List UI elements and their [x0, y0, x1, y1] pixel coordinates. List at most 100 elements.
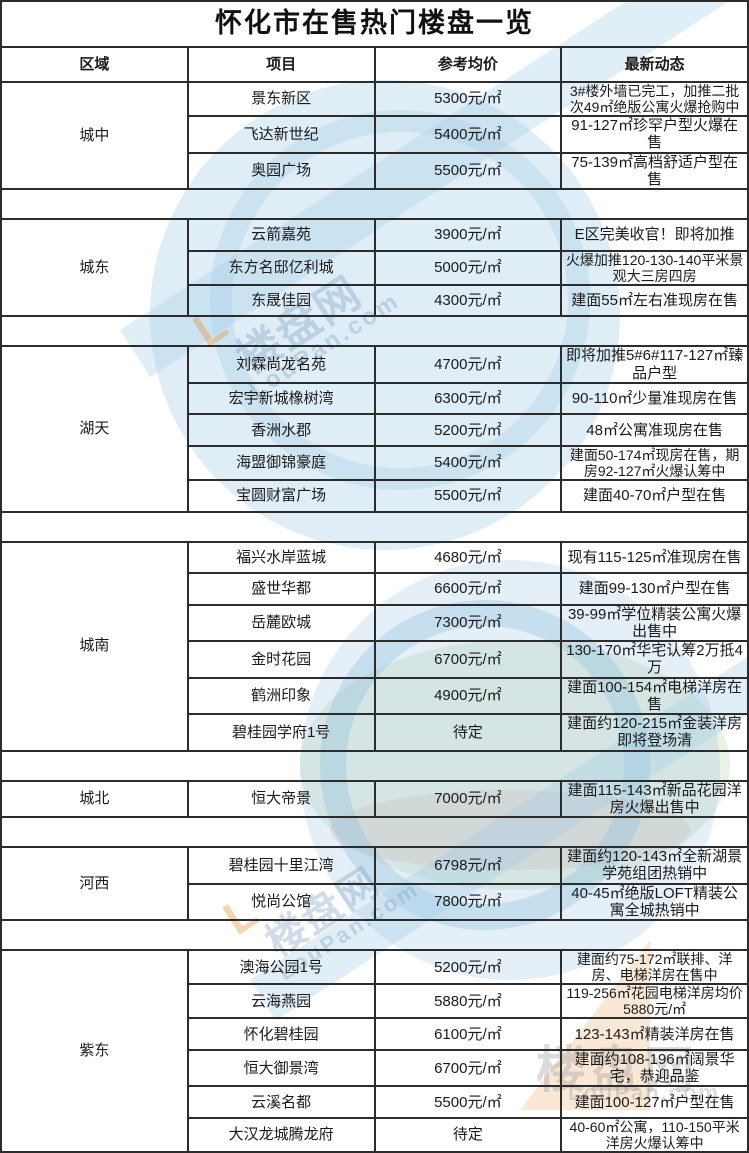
- project-name-cell[interactable]: 金时花园: [186, 640, 376, 679]
- latest-news-cell: 建面约120-143㎡全新湖景学苑组团热销中: [560, 846, 749, 885]
- latest-news-cell: 75-139㎡高档舒适户型在售: [560, 151, 749, 191]
- project-name-cell[interactable]: 宝圆财富广场: [186, 479, 376, 513]
- latest-news-cell: 建面40-70㎡户型在售: [560, 479, 749, 513]
- price-cell: 6700元/㎡: [373, 1048, 563, 1088]
- region-cell: 城东: [0, 218, 189, 318]
- price-cell: 5400元/㎡: [373, 444, 563, 482]
- price-cell: 6300元/㎡: [373, 381, 563, 416]
- latest-news-cell: 即将加推5#6#117-127㎡臻品户型: [560, 345, 749, 384]
- table-row: 奥园广场 5500元/㎡ 75-139㎡高档舒适户型在售: [1, 151, 749, 191]
- table-row: 湖天 刘霖尚龙名苑 4700元/㎡ 即将加推5#6#117-127㎡臻品户型: [0, 345, 749, 513]
- latest-news-cell: 建面50-174㎡现房在售，期房92-127㎡火爆认筹中: [560, 444, 749, 482]
- table-row: 鹤洲印象 4900元/㎡ 建面100-154㎡电梯洋房在售: [1, 676, 749, 716]
- latest-news-cell: 建面115-143㎡新品花园洋房火爆出售中: [560, 779, 749, 819]
- column-header-price: 参考均价: [373, 46, 563, 83]
- project-name-cell[interactable]: 恒大御景湾: [186, 1048, 376, 1088]
- latest-news-cell: 90-110㎡少量准现房在售: [560, 381, 749, 416]
- group-separator-band: [0, 315, 749, 348]
- group-separator-cell: [0, 510, 749, 543]
- latest-news-cell: 火爆加推120-130-140平米景观大三房四房: [560, 249, 749, 286]
- project-name-cell[interactable]: 碧桂园学府1号: [186, 713, 376, 752]
- project-name-cell[interactable]: 碧桂园十里江湾: [186, 846, 376, 885]
- price-cell: 7000元/㎡: [373, 779, 563, 819]
- group-separator-band: [0, 816, 749, 849]
- page-title-cell: 怀化市在售热门楼盘一览: [0, 0, 749, 48]
- project-name-cell[interactable]: 悦尚公馆: [186, 882, 376, 922]
- region-cell: 城南: [0, 540, 189, 752]
- project-name-cell[interactable]: 福兴水岸蓝城: [186, 540, 376, 575]
- project-name-cell[interactable]: 东方名邸亿利城: [186, 249, 376, 286]
- price-cell: 5300元/㎡: [373, 80, 563, 118]
- group-separator-band: [0, 188, 749, 221]
- project-name-cell[interactable]: 刘霖尚龙名苑: [186, 345, 376, 384]
- project-name-cell[interactable]: 海盟御锦豪庭: [186, 444, 376, 482]
- table-row: 海盟御锦豪庭 5400元/㎡ 建面50-174㎡现房在售，期房92-127㎡火爆认筹…: [1, 444, 749, 482]
- price-cell: 4700元/㎡: [373, 345, 563, 384]
- project-name-cell[interactable]: 怀化碧桂园: [186, 1017, 376, 1051]
- table-row: 紫东 澳海公园1号 5200元/㎡ 建面约75-172㎡联排、洋房、电梯洋房在售中: [0, 949, 749, 1153]
- project-name-cell[interactable]: 云溪名都: [186, 1085, 376, 1119]
- table-row: 宝圆财富广场 5500元/㎡ 建面40-70㎡户型在售: [1, 479, 749, 513]
- price-cell: 5500元/㎡: [373, 151, 563, 191]
- column-header-news: 最新动态: [560, 46, 749, 83]
- project-name-cell[interactable]: 鹤洲印象: [186, 676, 376, 716]
- latest-news-cell: 48㎡公寓准现房在售: [560, 413, 749, 447]
- project-name-cell[interactable]: 澳海公园1号: [186, 949, 376, 986]
- latest-news-cell: 3#楼外墙已完工，加推二批次49㎡绝版公寓火爆抢购中: [560, 80, 749, 118]
- table-row: 河西 碧桂园十里江湾 6798元/㎡ 建面约120-143㎡全新湖景学苑组团热销中: [0, 846, 749, 922]
- region-cell: 河西: [0, 846, 189, 922]
- price-cell: 4900元/㎡: [373, 676, 563, 716]
- latest-news-cell: 91-127㎡珍罕户型火爆在售: [560, 115, 749, 154]
- region-cell: 城北: [0, 779, 189, 819]
- title-row: 怀化市在售热门楼盘一览: [0, 0, 749, 48]
- group-separator-cell: [0, 919, 749, 952]
- group-separator-cell: [0, 749, 749, 782]
- project-name-cell[interactable]: 奥园广场: [186, 151, 376, 191]
- table-row: 恒大御景湾 6700元/㎡ 建面约108-196㎡阔景华宅，恭迎品鉴: [1, 1048, 749, 1088]
- price-cell: 6798元/㎡: [373, 846, 563, 885]
- table-row: 碧桂园学府1号 待定 建面约120-215㎡金装洋房即将登场清: [1, 713, 749, 752]
- latest-news-cell: 建面100-154㎡电梯洋房在售: [560, 676, 749, 716]
- project-name-cell[interactable]: 大汉龙城腾龙府: [186, 1116, 376, 1153]
- project-name-cell[interactable]: 香洲水郡: [186, 413, 376, 447]
- project-name-cell[interactable]: 恒大帝景: [186, 779, 376, 819]
- project-name-cell[interactable]: 飞达新世纪: [186, 115, 376, 154]
- group-separator-band: [0, 919, 749, 952]
- latest-news-cell: 130-170㎡华宅认筹2万抵4万: [560, 640, 749, 679]
- price-cell: 5400元/㎡: [373, 115, 563, 154]
- table-row: 飞达新世纪 5400元/㎡ 91-127㎡珍罕户型火爆在售: [1, 115, 749, 154]
- price-cell: 5880元/㎡: [373, 983, 563, 1020]
- latest-news-cell: 建面100-127㎡户型在售: [560, 1085, 749, 1119]
- column-header-project: 项目: [186, 46, 376, 83]
- table-row: 城北 恒大帝景 7000元/㎡ 建面115-143㎡新品花园洋房火爆出售中: [0, 779, 749, 819]
- project-name-cell[interactable]: 云海燕园: [186, 983, 376, 1020]
- table-row: 东晟佳园 4300元/㎡ 建面55㎡左右准现房在售: [1, 283, 749, 318]
- price-cell: 5500元/㎡: [373, 479, 563, 513]
- price-cell: 待定: [373, 713, 563, 752]
- project-name-cell[interactable]: 东晟佳园: [186, 283, 376, 318]
- project-name-cell[interactable]: 云箭嘉苑: [186, 218, 376, 252]
- price-cell: 6600元/㎡: [373, 572, 563, 606]
- table-row: 岳麓欧城 7300元/㎡ 39-99㎡学位精装公寓火爆出售中: [1, 603, 749, 643]
- table-row: 盛世华都 6600元/㎡ 建面99-130㎡户型在售: [1, 572, 749, 606]
- price-cell: 7800元/㎡: [373, 882, 563, 922]
- table-row: 东方名邸亿利城 5000元/㎡ 火爆加推120-130-140平米景观大三房四房: [1, 249, 749, 286]
- price-cell: 5500元/㎡: [373, 1085, 563, 1119]
- header-row: 区域 项目 参考均价 最新动态: [0, 46, 749, 83]
- group-separator-cell: [0, 315, 749, 348]
- table-row: 悦尚公馆 7800元/㎡ 40-45㎡绝版LOFT精装公寓全城热销中: [1, 882, 749, 922]
- price-cell: 3900元/㎡: [373, 218, 563, 252]
- project-name-cell[interactable]: 盛世华都: [186, 572, 376, 606]
- price-cell: 5200元/㎡: [373, 949, 563, 986]
- latest-news-cell: 现有115-125㎡准现房在售: [560, 540, 749, 575]
- latest-news-cell: 40-60㎡公寓，110-150平米洋房火爆认筹中: [560, 1116, 749, 1153]
- project-name-cell[interactable]: 景东新区: [186, 80, 376, 118]
- project-name-cell[interactable]: 宏宇新城橡树湾: [186, 381, 376, 416]
- group-separator-cell: [0, 188, 749, 221]
- table-row: 城南 福兴水岸蓝城 4680元/㎡ 现有115-125㎡准现房在售: [0, 540, 749, 752]
- group-separator-cell: [0, 816, 749, 849]
- latest-news-cell: 建面约108-196㎡阔景华宅，恭迎品鉴: [560, 1048, 749, 1088]
- project-name-cell[interactable]: 岳麓欧城: [186, 603, 376, 643]
